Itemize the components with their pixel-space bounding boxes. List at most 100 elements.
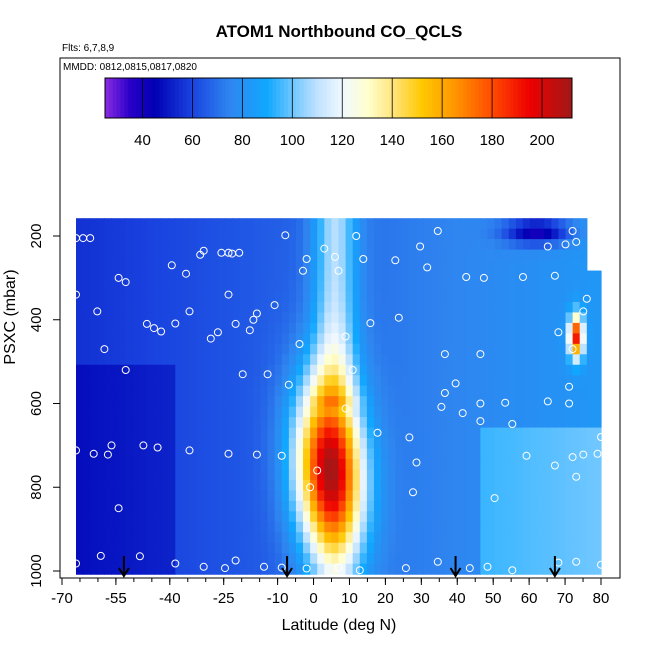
heat-cell	[331, 532, 340, 544]
heat-cell	[139, 354, 148, 366]
heat-cell	[515, 291, 524, 303]
heat-cell	[558, 511, 567, 523]
heat-cell	[459, 500, 467, 512]
heat-cell	[388, 417, 396, 429]
observation-point	[437, 402, 446, 411]
heat-cell	[381, 343, 389, 355]
heat-cell	[373, 448, 382, 460]
observation-point	[373, 428, 382, 437]
heat-cell	[473, 542, 481, 554]
heat-cell	[168, 521, 176, 533]
heat-cell	[537, 469, 545, 481]
heat-cell	[522, 343, 531, 355]
heat-cell	[118, 322, 127, 334]
heat-cell	[473, 500, 481, 512]
heat-cell	[253, 396, 262, 408]
heat-cell	[579, 532, 588, 544]
heat-cell	[232, 542, 240, 554]
heat-cell	[161, 249, 169, 261]
heat-cell	[203, 270, 212, 282]
heat-cell	[274, 322, 283, 334]
heat-cell	[501, 521, 510, 533]
heat-cell	[373, 500, 382, 512]
colorbar-swatch	[338, 78, 343, 118]
heat-cell	[558, 260, 567, 272]
heat-cell	[317, 228, 325, 240]
heat-cell	[203, 448, 212, 460]
heat-cell	[217, 438, 226, 450]
heat-cell	[260, 438, 269, 450]
heat-cell	[572, 281, 581, 293]
heat-cell	[437, 542, 446, 554]
heat-cell	[83, 322, 91, 334]
heat-cell	[373, 563, 382, 575]
heat-cell	[381, 281, 389, 293]
heat-cell	[530, 563, 538, 575]
heat-cell	[452, 354, 460, 366]
heat-cell	[373, 281, 382, 293]
heat-cell	[579, 218, 588, 230]
heat-cell	[459, 427, 467, 439]
x-tick-label: 70	[557, 590, 574, 607]
heat-cell	[146, 354, 155, 366]
heat-cell	[118, 406, 127, 418]
heat-cell	[189, 438, 198, 450]
heat-cell	[565, 458, 574, 471]
heat-cell	[487, 291, 496, 303]
heat-cell	[579, 260, 588, 272]
heat-cell	[530, 511, 538, 523]
heat-cell	[90, 406, 98, 418]
observation-point	[224, 290, 233, 299]
heat-cell	[388, 532, 396, 544]
observation-point	[572, 237, 581, 246]
colorbar-swatch	[198, 78, 203, 118]
heat-cell	[196, 301, 205, 314]
heat-cell	[324, 511, 332, 523]
heat-cell	[480, 270, 489, 282]
heat-cell	[437, 438, 446, 450]
heat-cell	[310, 260, 318, 272]
heat-cell	[373, 479, 382, 491]
colorbar-swatch	[206, 78, 211, 118]
heat-cell	[182, 333, 191, 345]
heat-cell	[537, 385, 545, 397]
heat-cell	[388, 385, 396, 397]
heat-cell	[537, 333, 545, 345]
heat-cell	[175, 333, 184, 345]
heat-cell	[104, 322, 113, 334]
heat-cell	[232, 218, 240, 230]
heat-cell	[281, 228, 290, 240]
heat-cell	[175, 301, 184, 314]
heat-cell	[281, 479, 290, 491]
heat-cell	[522, 239, 531, 251]
heat-cell	[395, 542, 403, 554]
heat-cell	[579, 375, 588, 387]
heat-cell	[310, 438, 318, 450]
heat-cell	[125, 260, 134, 272]
colorbar-swatch	[447, 78, 452, 118]
heat-cell	[459, 239, 467, 251]
heat-cell	[303, 239, 311, 251]
heat-cell	[537, 427, 545, 439]
observation-point	[476, 350, 485, 359]
heat-cell	[480, 563, 489, 575]
heat-cell	[260, 239, 269, 251]
heat-cell	[239, 333, 247, 345]
heat-cell	[452, 532, 460, 544]
heat-cell	[76, 364, 84, 376]
heat-cell	[310, 218, 318, 230]
heat-cell	[210, 448, 219, 460]
heat-cell	[480, 458, 489, 471]
heat-cell	[501, 417, 510, 429]
heat-cell	[97, 239, 105, 251]
heat-cell	[359, 438, 368, 450]
heat-cell	[522, 249, 531, 261]
heat-cell	[83, 301, 91, 314]
heat-cell	[267, 354, 276, 366]
heat-cell	[558, 542, 567, 554]
heat-cell	[76, 542, 84, 554]
heat-cell	[395, 228, 403, 240]
heat-cell	[515, 312, 524, 324]
heat-cell	[324, 469, 332, 481]
heat-cell	[444, 396, 453, 408]
